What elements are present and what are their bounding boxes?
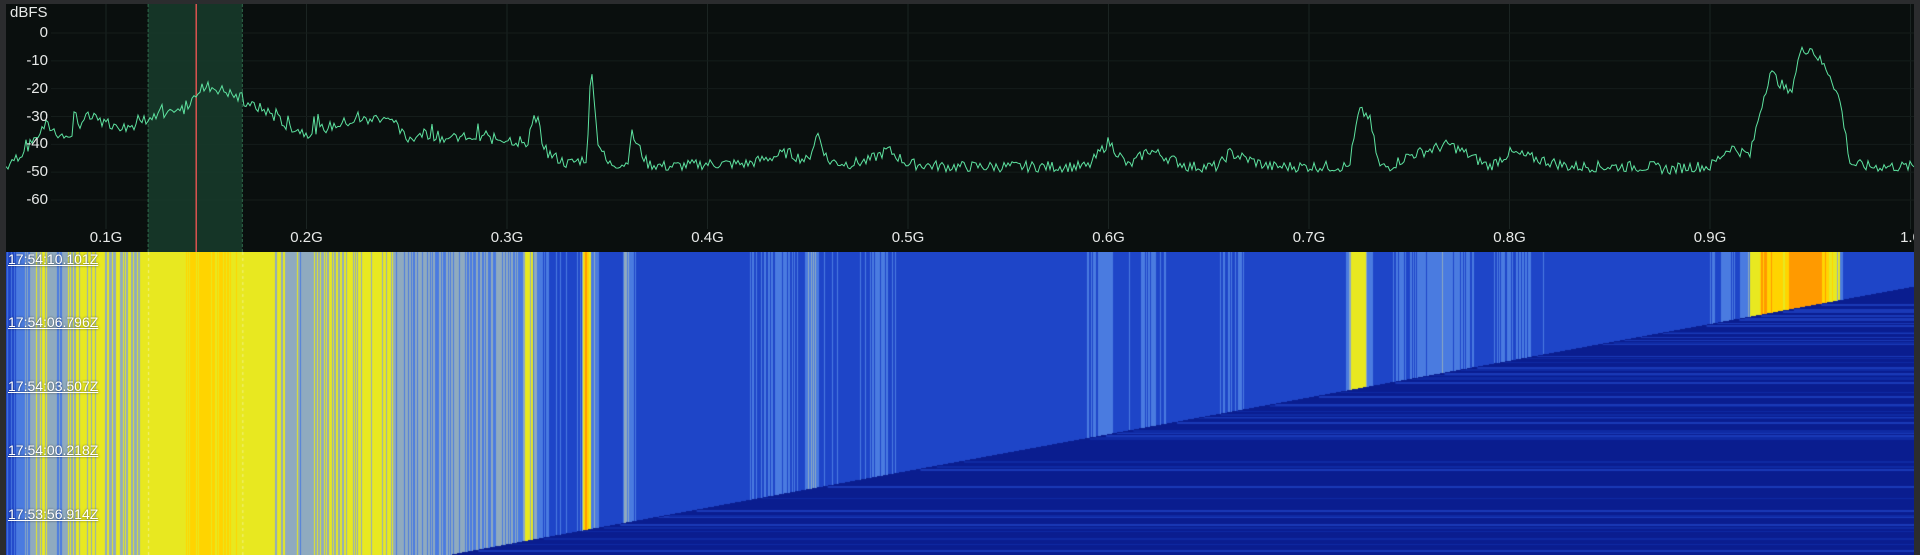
x-tick-label: 0.3G [490,229,524,246]
y-axis-unit-label: dBFS [10,4,48,21]
selection-band [148,4,243,252]
x-tick-label: 0.1G [89,229,123,246]
y-tick-label: -30 [26,107,48,125]
x-tick-label: 0.9G [1693,229,1727,246]
spectrum-svg[interactable] [6,4,1914,252]
y-tick-label: -40 [26,135,48,153]
y-tick-label: -60 [26,191,48,208]
spectrum-trace [6,45,1914,176]
waterfall-timestamp-link[interactable]: 17:54:06.796Z [8,314,99,330]
waterfall-plot[interactable]: 17:54:10.101Z 17:54:06.796Z 17:54:03.507Z 1… [6,252,1914,555]
x-tick-label: 0.7G [1292,229,1326,246]
waterfall-timestamp-link[interactable]: 17:54:00.218Z [8,442,99,458]
y-tick-label: -10 [26,51,48,69]
x-tick-label: 0.6G [1092,229,1125,246]
waterfall-timestamp-link[interactable]: 17:53:56.914Z [8,506,99,522]
y-tick-label: 0 [39,24,48,41]
x-tick-label: 0.2G [290,229,323,246]
waterfall-timestamp-link[interactable]: 17:54:10.101Z [8,252,99,267]
y-tick-label: -50 [26,163,48,181]
x-tick-label: 0.8G [1493,229,1526,246]
x-tick-label: 0.5G [891,229,925,246]
waterfall-canvas[interactable] [6,252,1914,555]
y-tick-label: -20 [26,79,48,97]
waterfall-timestamp-link[interactable]: 17:54:03.507Z [8,378,99,394]
x-tick-label: 0.4G [691,229,724,246]
x-tick-label: 1.0 [1900,229,1914,246]
spectrum-plot[interactable]: dBFS 0 -10 -20 -30 -40 -50 -60 0.1G 0.2G 0.3G 0.4… [6,4,1914,252]
